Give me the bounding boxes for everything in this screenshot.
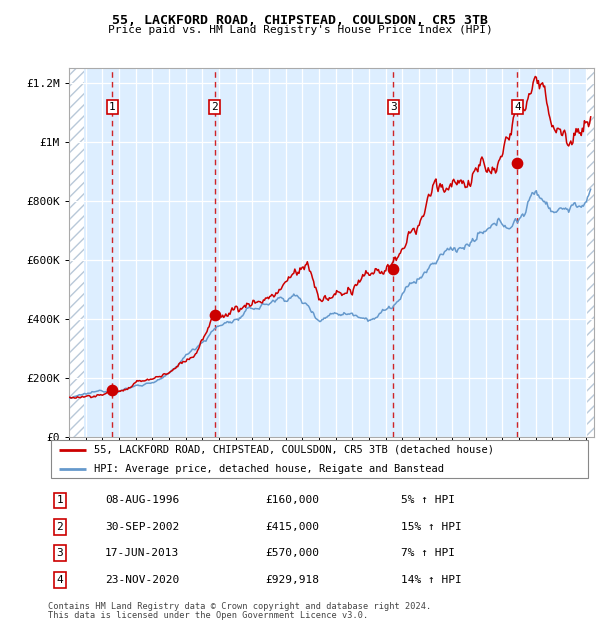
Text: Price paid vs. HM Land Registry's House Price Index (HPI): Price paid vs. HM Land Registry's House …	[107, 25, 493, 35]
Text: 2: 2	[56, 522, 64, 532]
Bar	[69, 68, 84, 437]
Text: 17-JUN-2013: 17-JUN-2013	[105, 548, 179, 558]
Text: £415,000: £415,000	[265, 522, 319, 532]
Text: 14% ↑ HPI: 14% ↑ HPI	[401, 575, 462, 585]
Point	[107, 385, 117, 395]
Text: 7% ↑ HPI: 7% ↑ HPI	[401, 548, 455, 558]
Text: 3: 3	[390, 102, 397, 112]
Text: 4: 4	[56, 575, 64, 585]
Text: £570,000: £570,000	[265, 548, 319, 558]
Text: HPI: Average price, detached house, Reigate and Banstead: HPI: Average price, detached house, Reig…	[94, 464, 444, 474]
Text: 08-AUG-1996: 08-AUG-1996	[105, 495, 179, 505]
Text: 1: 1	[109, 102, 116, 112]
Text: £160,000: £160,000	[265, 495, 319, 505]
Text: 5% ↑ HPI: 5% ↑ HPI	[401, 495, 455, 505]
Text: 4: 4	[514, 102, 521, 112]
Bar	[586, 68, 594, 437]
Point	[210, 309, 220, 319]
Bar	[69, 68, 84, 437]
Text: 15% ↑ HPI: 15% ↑ HPI	[401, 522, 462, 532]
Text: 2: 2	[211, 102, 218, 112]
Text: £929,918: £929,918	[265, 575, 319, 585]
Text: Contains HM Land Registry data © Crown copyright and database right 2024.: Contains HM Land Registry data © Crown c…	[48, 602, 431, 611]
Point	[512, 157, 522, 167]
Text: 55, LACKFORD ROAD, CHIPSTEAD, COULSDON, CR5 3TB (detached house): 55, LACKFORD ROAD, CHIPSTEAD, COULSDON, …	[94, 445, 494, 454]
Text: 1: 1	[56, 495, 64, 505]
FancyBboxPatch shape	[51, 440, 588, 479]
Text: 55, LACKFORD ROAD, CHIPSTEAD, COULSDON, CR5 3TB: 55, LACKFORD ROAD, CHIPSTEAD, COULSDON, …	[112, 14, 488, 27]
Text: 3: 3	[56, 548, 64, 558]
Text: This data is licensed under the Open Government Licence v3.0.: This data is licensed under the Open Gov…	[48, 611, 368, 619]
Text: 23-NOV-2020: 23-NOV-2020	[105, 575, 179, 585]
Point	[388, 264, 398, 274]
Text: 30-SEP-2002: 30-SEP-2002	[105, 522, 179, 532]
